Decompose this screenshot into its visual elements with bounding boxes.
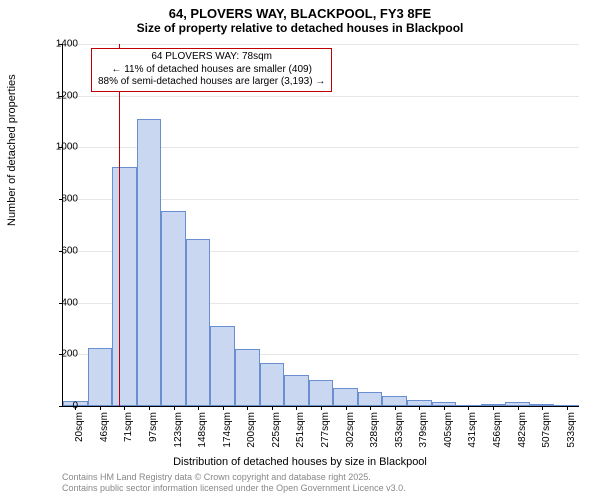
ytick-label: 0: [42, 401, 78, 412]
xtick-label: 328sqm: [369, 412, 380, 452]
x-axis-label: Distribution of detached houses by size …: [0, 456, 600, 468]
xtick-label: 200sqm: [246, 412, 257, 452]
xtick-mark: [124, 406, 125, 410]
ytick-label: 800: [42, 194, 78, 205]
xtick-mark: [542, 406, 543, 410]
histogram-bar: [235, 349, 260, 406]
xtick-mark: [198, 406, 199, 410]
histogram-bar: [88, 348, 113, 406]
histogram-bar: [382, 396, 407, 406]
info-line2: ← 11% of detached houses are smaller (40…: [98, 64, 325, 77]
ytick-label: 600: [42, 245, 78, 256]
xtick-mark: [419, 406, 420, 410]
histogram-bar: [137, 119, 162, 406]
histogram-bar: [161, 211, 186, 406]
gridline: [63, 96, 579, 97]
xtick-mark: [174, 406, 175, 410]
xtick-mark: [567, 406, 568, 410]
xtick-label: 431sqm: [467, 412, 478, 452]
xtick-label: 302sqm: [345, 412, 356, 452]
xtick-label: 123sqm: [173, 412, 184, 452]
ytick-label: 1400: [42, 39, 78, 50]
histogram-bar: [210, 326, 235, 406]
xtick-label: 46sqm: [99, 412, 110, 452]
xtick-mark: [395, 406, 396, 410]
xtick-mark: [321, 406, 322, 410]
marker-line: [119, 44, 120, 406]
ytick-label: 400: [42, 297, 78, 308]
footer-text: Contains HM Land Registry data © Crown c…: [62, 472, 406, 494]
xtick-mark: [149, 406, 150, 410]
xtick-mark: [296, 406, 297, 410]
plot-area: 64 PLOVERS WAY: 78sqm← 11% of detached h…: [62, 44, 579, 407]
xtick-label: 353sqm: [394, 412, 405, 452]
xtick-mark: [468, 406, 469, 410]
histogram-bar: [358, 392, 383, 406]
xtick-mark: [370, 406, 371, 410]
info-box: 64 PLOVERS WAY: 78sqm← 11% of detached h…: [91, 48, 332, 92]
chart-title-sub: Size of property relative to detached ho…: [0, 21, 600, 35]
xtick-mark: [272, 406, 273, 410]
y-axis-label: Number of detached properties: [6, 74, 18, 226]
histogram-bar: [333, 388, 358, 406]
xtick-label: 456sqm: [492, 412, 503, 452]
xtick-label: 379sqm: [418, 412, 429, 452]
xtick-mark: [247, 406, 248, 410]
histogram-bar: [284, 375, 309, 406]
ytick-label: 1000: [42, 142, 78, 153]
chart-title-main: 64, PLOVERS WAY, BLACKPOOL, FY3 8FE: [0, 0, 600, 21]
xtick-label: 533sqm: [566, 412, 577, 452]
xtick-mark: [444, 406, 445, 410]
xtick-label: 405sqm: [443, 412, 454, 452]
xtick-label: 71sqm: [123, 412, 134, 452]
xtick-mark: [223, 406, 224, 410]
histogram-bar: [309, 380, 334, 406]
xtick-label: 174sqm: [222, 412, 233, 452]
gridline: [63, 44, 579, 45]
histogram-bar: [260, 363, 285, 406]
xtick-mark: [346, 406, 347, 410]
xtick-label: 507sqm: [541, 412, 552, 452]
xtick-label: 148sqm: [197, 412, 208, 452]
xtick-label: 20sqm: [74, 412, 85, 452]
xtick-label: 482sqm: [517, 412, 528, 452]
histogram-bar: [186, 239, 211, 406]
xtick-label: 251sqm: [295, 412, 306, 452]
xtick-label: 225sqm: [271, 412, 282, 452]
ytick-label: 200: [42, 349, 78, 360]
info-line3: 88% of semi-detached houses are larger (…: [98, 76, 325, 89]
footer-line1: Contains HM Land Registry data © Crown c…: [62, 472, 406, 483]
xtick-mark: [100, 406, 101, 410]
xtick-mark: [518, 406, 519, 410]
ytick-label: 1200: [42, 90, 78, 101]
info-line1: 64 PLOVERS WAY: 78sqm: [98, 51, 325, 64]
footer-line2: Contains public sector information licen…: [62, 483, 406, 494]
xtick-label: 277sqm: [320, 412, 331, 452]
xtick-mark: [493, 406, 494, 410]
xtick-label: 97sqm: [148, 412, 159, 452]
histogram-bar: [112, 167, 137, 406]
